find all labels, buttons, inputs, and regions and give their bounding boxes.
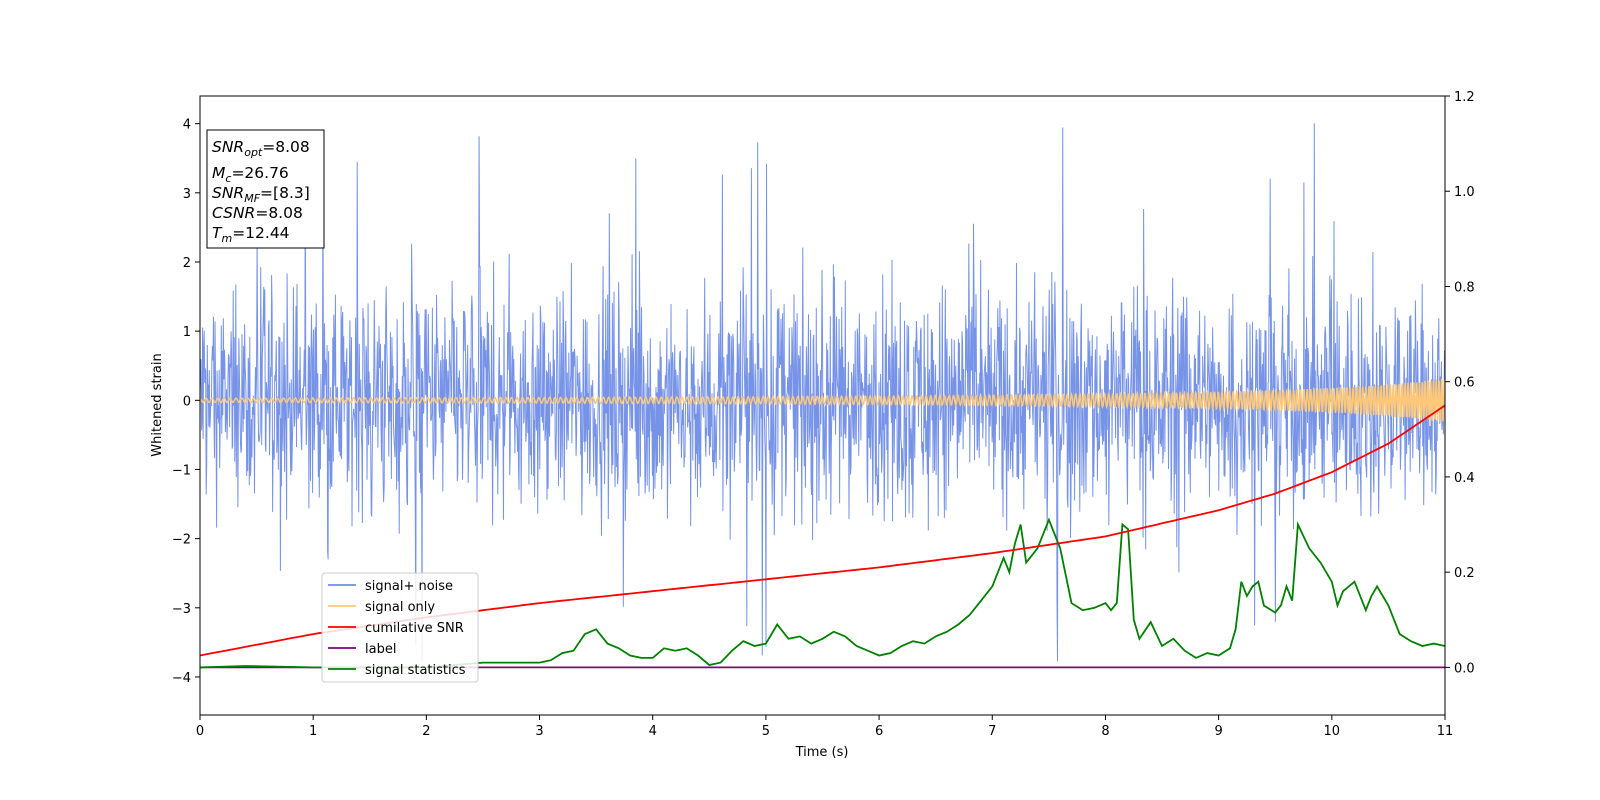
plot-frame (199, 95, 1446, 716)
series-signal-statistics (200, 517, 1445, 669)
stats-textbox-frame (206, 129, 325, 249)
y-tick-label: 3 (183, 187, 191, 202)
snr-mf-text: SNRMF=[8.3] (212, 184, 310, 205)
stats-textbox: SNRopt=8.08 Mc=26.76 SNRMF=[8.3] CSNR=8.… (206, 129, 325, 249)
y2-tick-label: 1.2 (1454, 90, 1475, 105)
csnr-text: CSNR=8.08 (212, 204, 303, 222)
y-tick-label: −2 (172, 533, 191, 548)
x-tick-label: 10 (1324, 724, 1341, 739)
series-signal-noise (200, 123, 1445, 662)
y2-tick-label: 1.0 (1454, 185, 1475, 200)
y-axis-left: 4 3 2 1 0 −1 −2 −3 −4 (172, 118, 200, 686)
legend-label-label: label (365, 642, 396, 657)
y-tick-label: 4 (183, 118, 191, 133)
y-tick-label: −3 (172, 602, 191, 617)
y2-tick-label: 0.0 (1454, 661, 1475, 676)
y2-tick-label: 0.4 (1454, 471, 1475, 486)
x-tick-label: 6 (875, 724, 883, 739)
x-tick-label: 5 (762, 724, 770, 739)
y-tick-label: 1 (183, 325, 191, 340)
x-tick-label: 3 (535, 724, 543, 739)
x-axis-label: Time (s) (795, 745, 849, 760)
legend-label-stats: signal statistics (365, 663, 466, 678)
tm-text: Tm=12.44 (212, 224, 290, 245)
x-tick-label: 0 (196, 724, 204, 739)
x-tick-label: 2 (422, 724, 430, 739)
legend: signal+ noise signal only cumilative SNR… (321, 572, 479, 683)
mc-text: Mc=26.76 (212, 164, 289, 185)
x-tick-label: 11 (1437, 724, 1454, 739)
y-tick-label: 2 (183, 256, 191, 271)
legend-label-noise: signal+ noise (365, 579, 453, 594)
legend-label-csnr: cumilative SNR (365, 621, 464, 636)
y2-tick-label: 0.6 (1454, 376, 1475, 391)
x-tick-label: 9 (1214, 724, 1222, 739)
y-tick-label: 0 (183, 394, 191, 409)
y-tick-label: −1 (172, 463, 191, 478)
legend-label-signal: signal only (365, 600, 435, 615)
x-tick-label: 1 (309, 724, 317, 739)
y-tick-label: −4 (172, 671, 191, 686)
x-tick-label: 7 (988, 724, 996, 739)
y2-tick-label: 0.8 (1454, 280, 1475, 295)
y-axis-label: Whitened strain (150, 353, 165, 456)
x-tick-label: 8 (1101, 724, 1109, 739)
series-signal-only (200, 378, 1445, 422)
x-axis: 0 1 2 3 4 5 6 7 8 9 10 11 (196, 715, 1453, 739)
y2-tick-label: 0.2 (1454, 566, 1475, 581)
legend-frame (321, 572, 479, 683)
x-tick-label: 4 (649, 724, 657, 739)
y-axis-right: 1.2 1.0 0.8 0.6 0.4 0.2 0.0 (1445, 90, 1475, 676)
snr-opt-text: SNRopt=8.08 (212, 138, 310, 159)
